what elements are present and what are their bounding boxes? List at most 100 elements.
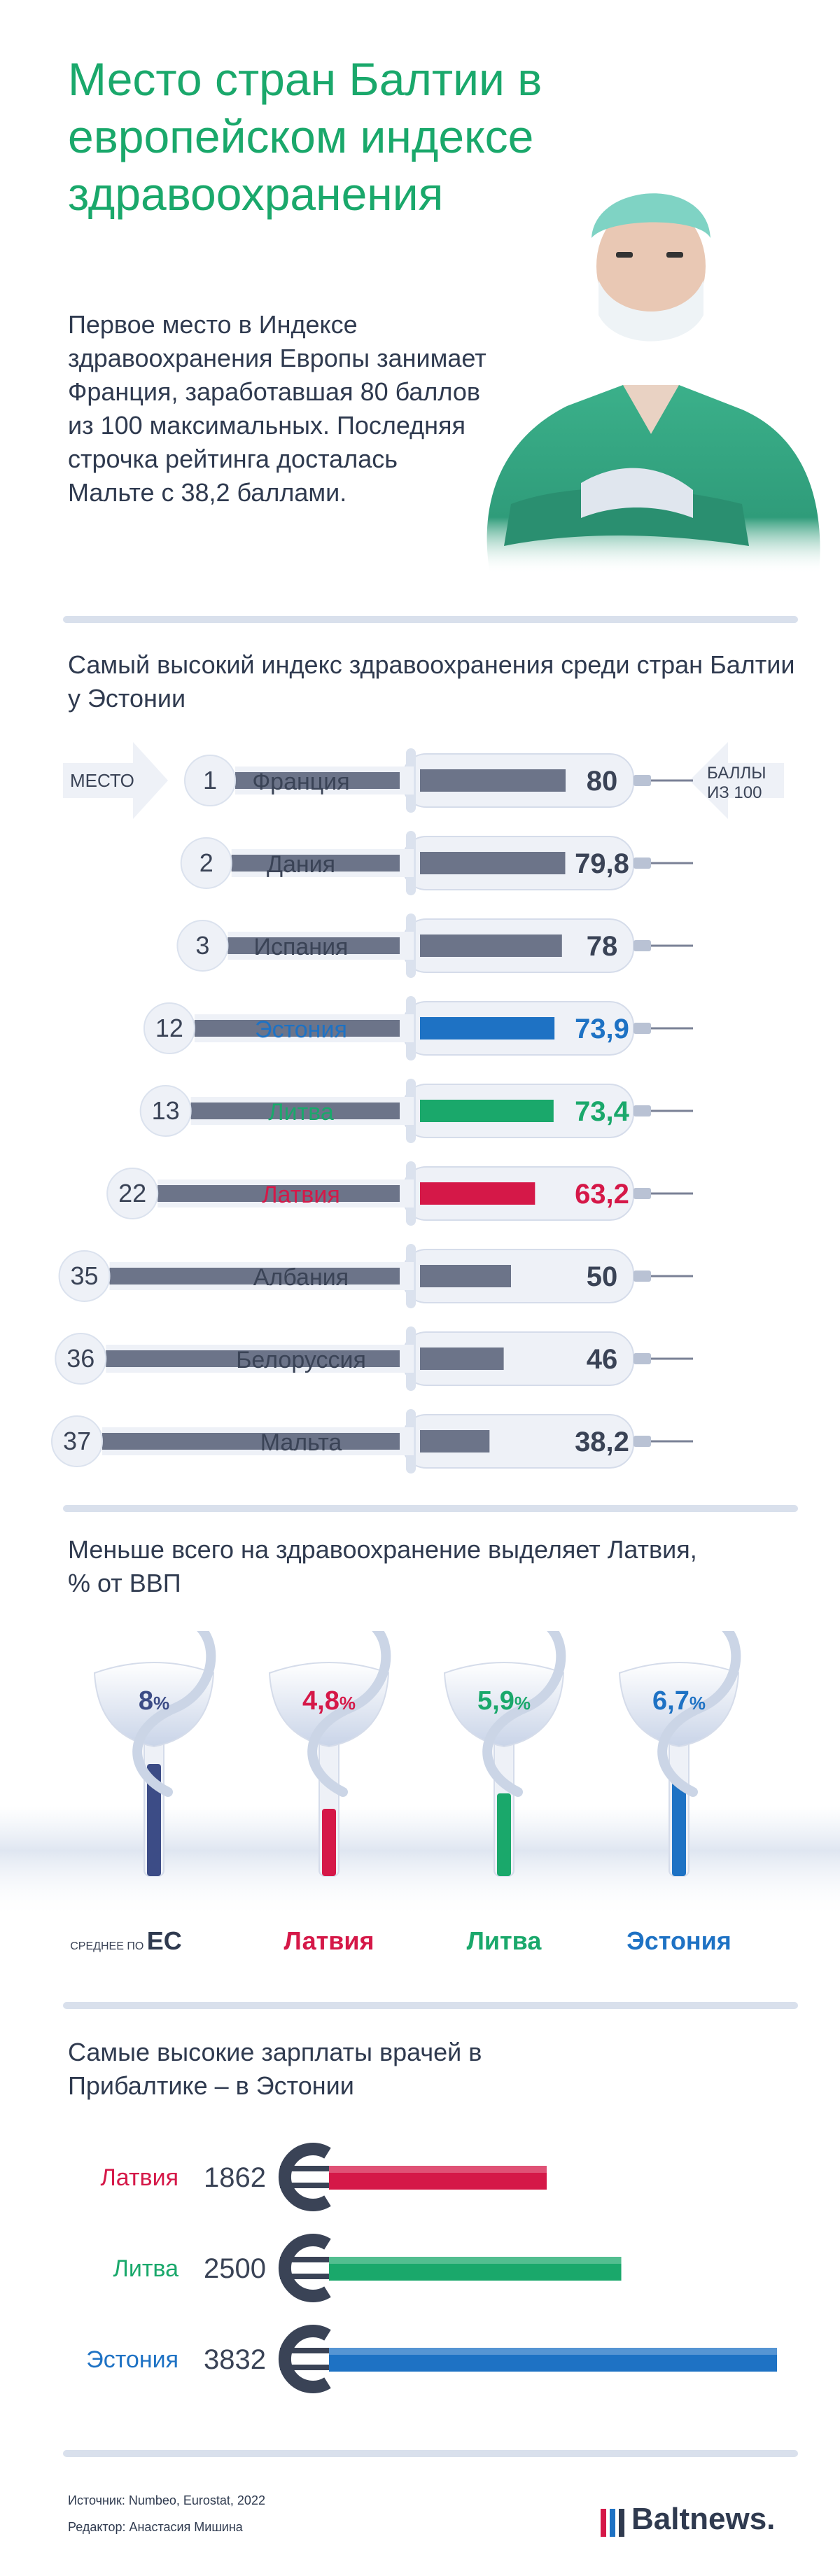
index-bar xyxy=(420,1100,554,1122)
rank-disk xyxy=(55,1333,107,1385)
index-row: 36 Белоруссия 46 xyxy=(55,1326,693,1391)
bowl-cup xyxy=(443,1662,565,1748)
plunger-stem xyxy=(106,1350,400,1367)
index-bar xyxy=(420,1430,490,1452)
salary-bar xyxy=(329,2257,622,2281)
rank-disk xyxy=(51,1415,103,1467)
rank-disk xyxy=(143,1002,195,1054)
gdp-chart: 8%СРЕДНЕЕ ПО ЕС4,8%Латвия5,9%Литва6,7%Эс… xyxy=(0,1631,840,1955)
salary-bar-shine xyxy=(329,2257,622,2264)
salary-heading: Самые высокие зарплаты врачей в Прибалти… xyxy=(68,2038,482,2100)
bowl-cup xyxy=(268,1662,390,1748)
index-bar xyxy=(420,934,562,957)
value-label: 73,4 xyxy=(575,1096,630,1127)
divider xyxy=(63,2002,798,2009)
gdp-bar xyxy=(147,1764,161,1876)
syringe-hub xyxy=(634,1188,651,1199)
index-bar xyxy=(420,1182,536,1205)
gdp-heading: Меньше всего на здравоохранение выделяет… xyxy=(68,1535,697,1597)
country-label: Эстония xyxy=(255,1016,347,1043)
snake-icon xyxy=(657,1631,741,1797)
euro-icon xyxy=(279,2143,331,2211)
salary-bar xyxy=(329,2348,777,2372)
salary-value-label: 2500 xyxy=(204,2253,266,2284)
plunger-stem xyxy=(194,1020,400,1037)
gdp-bar xyxy=(322,1809,336,1876)
place-label: МЕСТО xyxy=(70,770,134,791)
gdp-value-label: 5,9% xyxy=(477,1686,531,1716)
value-label: 78 xyxy=(587,931,618,962)
syringe-hub xyxy=(634,1353,651,1364)
gdp-unit-label: % xyxy=(153,1693,169,1714)
rank-disk xyxy=(176,920,229,972)
value-label: 50 xyxy=(587,1261,618,1292)
syringe-hub xyxy=(634,1436,651,1447)
syringe-hub xyxy=(634,858,651,869)
gdp-item: 6,7%Эстония xyxy=(618,1631,741,1955)
gdp-item: 4,8%Латвия xyxy=(268,1631,391,1955)
rank-label: 3 xyxy=(195,931,209,960)
gdp-prefix-label: СРЕДНЕЕ ПО xyxy=(70,1940,146,1952)
salary-bar xyxy=(329,2166,547,2190)
divider xyxy=(63,1505,798,1512)
gdp-country-label: Латвия xyxy=(284,1926,374,1955)
salary-bar-shine xyxy=(329,2166,547,2173)
salary-row: Литва 2500 xyxy=(113,2234,622,2302)
gdp-category: Латвия xyxy=(284,1926,374,1955)
rank-label: 13 xyxy=(152,1096,180,1125)
plunger-stem xyxy=(102,1433,400,1450)
doctor-illustration xyxy=(486,193,820,574)
syringe-hub xyxy=(634,1270,651,1282)
snake-icon xyxy=(307,1631,391,1797)
syringe-hub xyxy=(634,1023,651,1034)
rank-disk xyxy=(184,755,236,806)
euro-icon xyxy=(279,2325,331,2393)
index-row: 35 Албания 50 xyxy=(58,1244,693,1308)
snake-icon xyxy=(482,1631,566,1797)
plunger-stem xyxy=(231,855,400,872)
rank-label: 2 xyxy=(200,848,214,877)
country-label: Испания xyxy=(254,934,349,960)
salary-value-label: 3832 xyxy=(204,2344,266,2375)
editor-text: Редактор: Анастасия Мишина xyxy=(68,2520,243,2534)
value-label: 79,8 xyxy=(575,848,629,879)
country-label: Дания xyxy=(267,851,335,878)
salary-country-label: Латвия xyxy=(100,2164,178,2191)
value-label: 38,2 xyxy=(575,1427,629,1457)
index-bar xyxy=(420,1017,555,1040)
salary-country-label: Эстония xyxy=(86,2346,178,2373)
gdp-unit-label: % xyxy=(690,1693,706,1714)
index-row: 13 Литва 73,4 xyxy=(139,1079,693,1143)
rank-label: 37 xyxy=(63,1427,91,1455)
place-arrow: МЕСТО xyxy=(63,742,168,819)
gdp-category: Литва xyxy=(467,1926,542,1955)
value-label: 63,2 xyxy=(575,1179,629,1210)
country-label: Латвия xyxy=(262,1182,340,1208)
health-index-chart: МЕСТО БАЛЛЫ ИЗ 100 1 Франция 80 2 Дания 79,8 3… xyxy=(51,742,784,1474)
syringe-hub xyxy=(634,940,651,951)
index-row: 37 Мальта 38,2 xyxy=(51,1409,693,1474)
gdp-category: Эстония xyxy=(626,1926,732,1955)
points-label-line2: ИЗ 100 xyxy=(707,783,762,802)
rank-label: 12 xyxy=(155,1014,183,1042)
rank-label: 35 xyxy=(71,1261,99,1290)
points-label: БАЛЛЫ ИЗ 100 xyxy=(707,764,771,802)
intro-text: Первое место в Индексе здравоохранения Е… xyxy=(68,310,486,507)
source-text: Источник: Numbeo, Eurostat, 2022 xyxy=(68,2493,265,2507)
salary-row: Латвия 1862 xyxy=(100,2143,547,2211)
health-index-heading: Самый высокий индекс здравоохранения сре… xyxy=(68,650,795,713)
gdp-bar xyxy=(497,1793,511,1876)
gdp-country-label: Литва xyxy=(467,1926,542,1955)
gdp-unit-label: % xyxy=(514,1693,531,1714)
gdp-item: 8%СРЕДНЕЕ ПО ЕС xyxy=(70,1631,216,1955)
value-label: 73,9 xyxy=(575,1014,629,1044)
salary-row: Эстония 3832 xyxy=(86,2325,777,2393)
index-bar xyxy=(420,769,566,792)
value-label: 46 xyxy=(587,1344,618,1375)
gdp-unit-label: % xyxy=(340,1693,356,1714)
rank-disk xyxy=(58,1250,111,1302)
bowl-cup xyxy=(618,1662,740,1748)
index-row: 1 Франция 80 xyxy=(184,748,693,813)
plunger-stem xyxy=(158,1185,400,1202)
plunger-stem xyxy=(227,937,400,954)
